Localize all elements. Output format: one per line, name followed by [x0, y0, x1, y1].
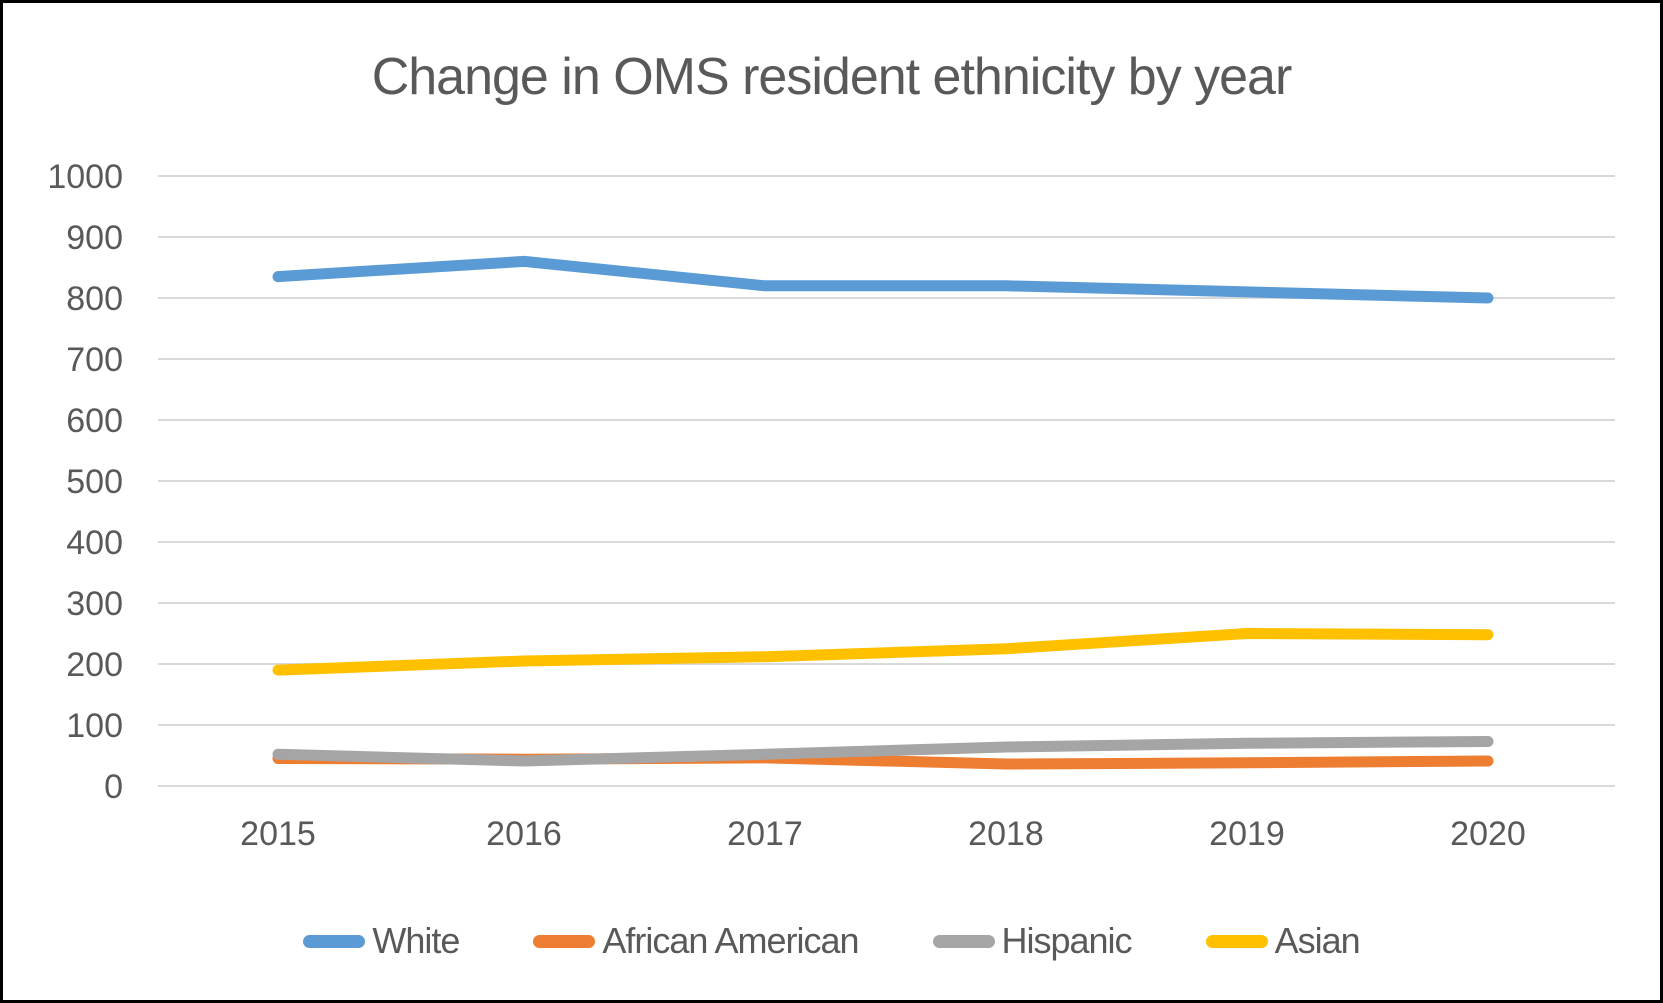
legend-swatch-african-american: [533, 934, 596, 948]
y-tick-label: 700: [66, 341, 123, 379]
legend-swatch-asian: [1205, 934, 1268, 948]
y-tick-label: 0: [104, 768, 123, 806]
y-tick-label: 800: [66, 280, 123, 318]
legend-label-african-american: African American: [602, 920, 859, 961]
legend-item-african-american: African American: [533, 920, 860, 962]
x-tick-label: 2016: [486, 815, 562, 853]
y-tick-label: 300: [66, 585, 123, 623]
x-tick-label: 2015: [240, 815, 316, 853]
legend-label-asian: Asian: [1274, 920, 1361, 961]
line-chart-plot: 0 100 200 300 400 500 600 700 800 900 1000 2015 2016…: [47, 158, 1615, 853]
legend-label-white: White: [372, 920, 460, 961]
y-tick-label: 600: [66, 402, 123, 440]
series-line-hispanic: [272, 736, 1494, 767]
legend-item-asian: Asian: [1205, 920, 1361, 962]
legend: White African American Hispanic Asian: [3, 909, 1660, 973]
x-tick-label: 2020: [1450, 815, 1526, 853]
legend-label-hispanic: Hispanic: [1001, 920, 1133, 961]
legend-item-white: White: [303, 920, 460, 962]
x-tick-label: 2019: [1209, 815, 1285, 853]
legend-swatch-hispanic: [932, 934, 995, 948]
chart-title: Change in OMS resident ethnicity by year: [371, 48, 1293, 106]
series-line-white: [272, 255, 1494, 304]
y-tick-label: 500: [66, 463, 123, 501]
y-tick-label: 400: [66, 524, 123, 562]
y-tick-label: 900: [66, 219, 123, 257]
series-line-asian: [272, 628, 1494, 676]
y-tick-label: 1000: [47, 158, 123, 196]
x-tick-label: 2018: [968, 815, 1044, 853]
legend-item-hispanic: Hispanic: [932, 920, 1133, 962]
y-tick-label: 200: [66, 646, 123, 684]
x-tick-label: 2017: [727, 815, 803, 853]
y-tick-label: 100: [66, 707, 123, 745]
legend-swatch-white: [303, 934, 366, 948]
